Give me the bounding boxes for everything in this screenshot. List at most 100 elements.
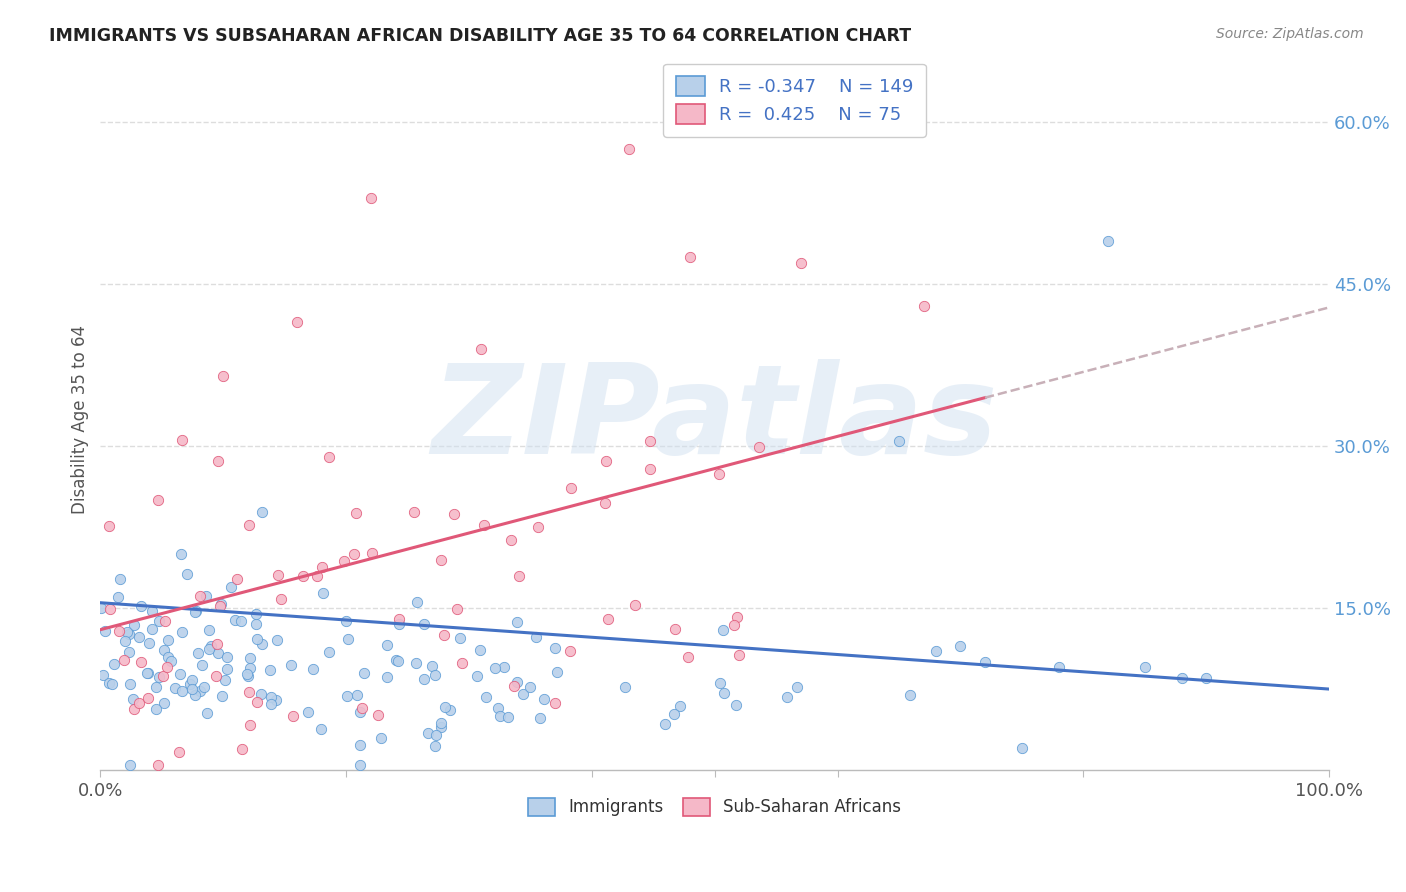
Point [118,645,141,659]
Point [446,602,468,616]
Point [475,690,498,705]
Point [484,661,506,675]
Point [443,508,465,522]
Point [344,506,367,520]
Point [170,548,193,562]
Point [188,683,211,698]
Point [238,669,260,683]
Point [451,656,474,670]
Point [1195,671,1218,685]
Point [360,191,382,205]
Point [748,440,770,454]
Point [205,637,228,651]
Point [413,617,436,632]
Point [124,618,146,632]
Point [135,666,157,681]
Point [486,701,509,715]
Point [264,693,287,707]
Point [207,454,229,468]
Point [184,689,207,703]
Point [184,605,207,619]
Point [118,627,141,641]
Point [664,622,686,636]
Point [193,680,215,694]
Point [131,599,153,614]
Point [194,589,217,603]
Point [887,434,910,448]
Point [430,720,453,734]
Point [312,586,335,600]
Point [211,597,233,611]
Point [560,481,582,495]
Point [433,700,456,714]
Point [156,660,179,674]
Point [406,595,429,609]
Point [598,612,620,626]
Point [107,624,129,639]
Point [1047,660,1070,674]
Point [388,612,411,626]
Point [181,682,204,697]
Point [725,610,748,624]
Point [239,650,262,665]
Point [103,657,125,672]
Point [349,757,371,772]
Point [118,677,141,691]
Point [97,676,120,690]
Point [353,665,375,680]
Point [266,632,288,647]
Point [236,667,259,681]
Point [318,645,340,659]
Point [136,666,159,681]
Point [172,683,194,698]
Point [912,299,935,313]
Point [499,533,522,548]
Point [215,650,238,665]
Point [200,639,222,653]
Point [311,560,333,574]
Point [136,691,159,706]
Point [526,630,548,644]
Point [679,251,702,265]
Point [250,637,273,651]
Point [1097,234,1119,248]
Point [489,709,512,723]
Point [145,681,167,695]
Point [375,638,398,652]
Point [503,680,526,694]
Point [305,569,328,583]
Point [145,701,167,715]
Point [786,680,808,694]
Point [613,680,636,694]
Point [245,607,267,622]
Point [238,517,260,532]
Point [925,644,948,658]
Point [558,643,581,657]
Point [533,691,555,706]
Point [430,552,453,566]
Point [176,566,198,581]
Point [98,518,121,533]
Point [212,369,235,384]
Point [430,716,453,731]
Point [711,623,734,637]
Point [337,632,360,646]
Point [336,689,359,703]
Point [260,690,283,705]
Point [1170,671,1192,685]
Point [153,642,176,657]
Point [197,641,219,656]
Point [229,614,252,628]
Point [375,670,398,684]
Point [311,723,333,737]
Point [221,580,243,594]
Point [114,634,136,648]
Point [465,669,488,683]
Point [449,632,471,646]
Point [188,589,211,603]
Point [349,739,371,753]
Point [141,622,163,636]
Point [949,639,972,653]
Point [148,670,170,684]
Point [169,667,191,681]
